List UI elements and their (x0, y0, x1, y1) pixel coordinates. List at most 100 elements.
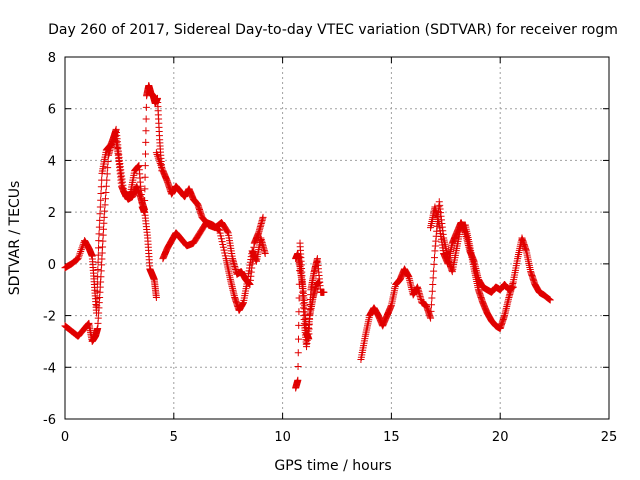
data-point (95, 223, 103, 231)
series-track-c (152, 149, 267, 289)
data-point (141, 185, 149, 193)
data-point (261, 250, 269, 258)
x-tick-label: 25 (601, 430, 618, 445)
data-point (224, 228, 232, 236)
x-tick-label: 10 (274, 430, 291, 445)
data-point (142, 127, 150, 135)
series-track-b (61, 125, 160, 345)
data-point (546, 296, 554, 304)
data-point (294, 376, 302, 384)
data-point (214, 225, 222, 233)
data-point (221, 252, 229, 260)
data-point (96, 210, 104, 218)
data-point (103, 176, 111, 184)
data-point (102, 188, 110, 196)
data-point (77, 247, 85, 255)
y-tick-label: 4 (48, 154, 56, 169)
data-point (430, 260, 438, 268)
data-point (152, 293, 160, 301)
y-tick-label: -2 (43, 310, 56, 325)
data-point (219, 243, 227, 251)
data-point (152, 149, 160, 157)
grid-lines (65, 57, 609, 419)
data-point (142, 138, 150, 146)
data-point (104, 157, 112, 165)
data-point (94, 251, 102, 259)
y-tick-labels: -6 -4 -2 0 2 4 6 8 (43, 51, 56, 428)
data-point (101, 207, 109, 215)
data-point (76, 249, 84, 257)
data-point (294, 335, 302, 343)
data-point (428, 294, 436, 302)
series-track-a (61, 81, 166, 317)
x-axis-label: GPS time / hours (274, 458, 391, 474)
data-point (103, 170, 111, 178)
x-tick-label: 15 (383, 430, 400, 445)
data-point (158, 163, 166, 171)
x-tick-labels: 0 5 10 15 20 25 (61, 430, 617, 445)
data-point (259, 213, 267, 221)
data-point (99, 237, 107, 245)
x-tick-label: 0 (61, 430, 69, 445)
data-point (294, 363, 302, 371)
data-point (101, 201, 109, 209)
data-point (74, 255, 82, 263)
data-point (158, 165, 166, 173)
y-tick-label: -6 (43, 413, 56, 428)
data-point (316, 278, 324, 286)
data-point (428, 287, 436, 295)
data-point (95, 237, 103, 245)
data-point (141, 173, 149, 181)
data-point (101, 195, 109, 203)
data-point (98, 261, 106, 269)
data-point (215, 226, 223, 234)
data-point (215, 226, 223, 234)
data-point (141, 162, 149, 170)
data-point (96, 203, 104, 211)
data-point (294, 349, 302, 357)
data-point (156, 158, 164, 166)
data-point (216, 229, 224, 237)
y-tick-label: 2 (48, 206, 56, 221)
axis-ticks (64, 56, 610, 420)
data-point (142, 150, 150, 158)
data-point (95, 244, 103, 252)
data-point (154, 152, 162, 160)
data-point (430, 254, 438, 262)
data-point (75, 253, 83, 261)
data-point (218, 238, 226, 246)
data-point (102, 182, 110, 190)
data-point (97, 196, 105, 204)
y-tick-label: 8 (48, 51, 56, 66)
data-point (98, 255, 106, 263)
data-point (219, 240, 227, 248)
series-track-f (292, 250, 324, 351)
data-point (155, 156, 163, 164)
data-point (98, 249, 106, 257)
y-tick-label: 6 (48, 103, 56, 118)
chart-title: Day 260 of 2017, Sidereal Day-to-day VTE… (48, 22, 618, 38)
y-tick-label: -4 (43, 361, 56, 376)
data-point (545, 295, 553, 303)
data-point (427, 307, 435, 315)
data-point (100, 225, 108, 233)
series-track-h (427, 203, 517, 296)
data-point (221, 249, 229, 257)
data-point (429, 281, 437, 289)
data-point (95, 230, 103, 238)
series-track-d (159, 218, 269, 314)
data-point (509, 283, 517, 291)
data-point (142, 103, 150, 111)
plot-frame (64, 56, 610, 420)
data-point (97, 273, 105, 281)
data-point (97, 190, 105, 198)
data-point (295, 321, 303, 329)
y-tick-label: 0 (48, 258, 56, 273)
data-point (99, 243, 107, 251)
data-point (217, 235, 225, 243)
data-point (75, 251, 83, 259)
data-point (99, 231, 107, 239)
y-axis-label: SDTVAR / TECUs (7, 181, 23, 296)
data-point (97, 183, 105, 191)
